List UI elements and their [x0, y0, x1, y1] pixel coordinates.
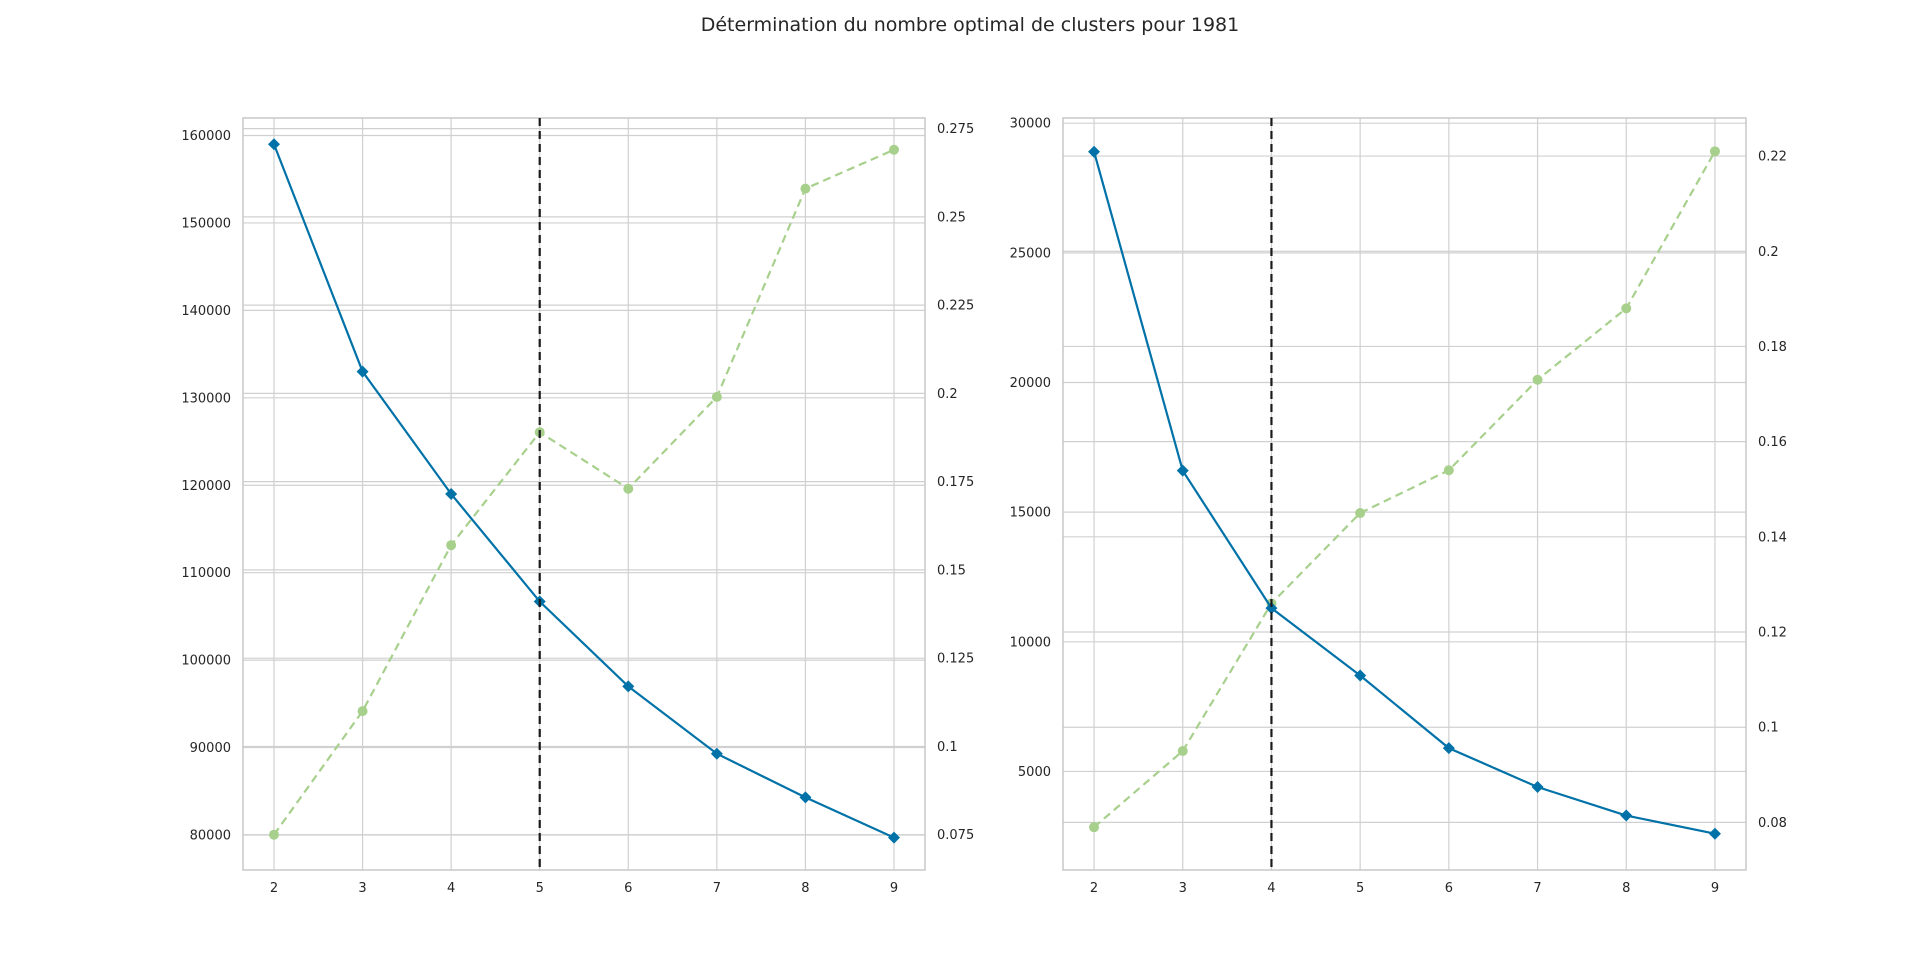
- fit-time-point: [711, 391, 722, 402]
- distortion-point: [799, 791, 812, 804]
- distortion-line: [272, 143, 895, 839]
- plot-frame: [242, 117, 926, 871]
- fit-time-point: [357, 706, 368, 717]
- distortion-point: [445, 488, 458, 500]
- distortion-line: [1092, 151, 1716, 835]
- y2-tick-label: 0.125: [937, 652, 974, 667]
- x-tick-label: 7: [1533, 881, 1541, 896]
- y-tick-label: 150000: [181, 216, 231, 231]
- y-tick-label: 100000: [181, 654, 231, 669]
- y2-tick-label: 0.18: [1758, 340, 1787, 355]
- fit-time-point: [1532, 374, 1543, 385]
- distortion-point: [622, 680, 635, 693]
- x-tick-label: 2: [1090, 881, 1098, 896]
- y2-tick-label: 0.22: [1758, 150, 1787, 165]
- y-tick-label: 20000: [1010, 376, 1051, 391]
- y-tick-label: 160000: [181, 129, 231, 144]
- y2-tick-label: 0.25: [937, 210, 966, 225]
- x-tick-label: 3: [358, 881, 366, 896]
- x-tick-label: 5: [536, 881, 544, 896]
- y-tick-label: 120000: [181, 479, 231, 494]
- y-tick-label: 110000: [181, 566, 231, 581]
- y2-tick-label: 0.16: [1758, 435, 1787, 450]
- fit-time-point: [623, 483, 634, 494]
- x-tick-label: 3: [1179, 881, 1187, 896]
- y2-tick-label: 0.2: [937, 387, 958, 402]
- distortion-point: [268, 138, 280, 151]
- fit-time-point: [800, 183, 811, 194]
- x-tick-label: 4: [1267, 881, 1275, 896]
- y2-tick-label: 0.2: [1758, 245, 1779, 260]
- y-tick-label: 5000: [1018, 765, 1051, 780]
- x-tick-label: 9: [1711, 881, 1719, 896]
- distortion-point: [1442, 742, 1455, 755]
- distortion-point: [1531, 781, 1544, 794]
- distortion-point: [888, 831, 900, 844]
- x-tick-label: 4: [447, 881, 455, 896]
- chart-panel-1: 2 3 4 5 6 7 8 9 80000 90000 100000 110000 120000 1300…: [181, 117, 974, 896]
- x-tick-label: 7: [713, 881, 721, 896]
- fit-time-line: [273, 148, 895, 836]
- y-tick-label: 140000: [181, 304, 231, 319]
- y2-tick-label: 0.15: [937, 563, 966, 578]
- y-tick-label: 90000: [190, 741, 231, 756]
- fit-time-point: [269, 829, 279, 840]
- distortion-point: [1265, 602, 1278, 615]
- plot-frame: [1062, 117, 1747, 871]
- distortion-point: [1176, 464, 1189, 477]
- y-tick-label: 10000: [1010, 635, 1051, 650]
- y2-tick-label: 0.12: [1758, 626, 1787, 641]
- y-tick-label: 25000: [1010, 246, 1051, 261]
- distortion-point: [1354, 669, 1367, 682]
- distortion-point: [710, 747, 723, 760]
- y2-tick-label: 0.175: [937, 475, 974, 490]
- x-tick-label: 6: [1445, 881, 1453, 896]
- y2-tick-label: 0.1: [1758, 721, 1779, 736]
- x-tick-label: 5: [1356, 881, 1364, 896]
- y2-tick-label: 0.08: [1758, 816, 1787, 831]
- y-tick-label: 80000: [190, 829, 231, 844]
- y2-tick-label: 0.275: [937, 122, 974, 137]
- x-tick-label: 8: [1622, 881, 1630, 896]
- fit-time-point: [446, 540, 457, 551]
- distortion-point: [356, 365, 369, 378]
- fit-time-point: [889, 144, 899, 155]
- fit-time-point: [1089, 822, 1100, 833]
- fit-time-line: [1093, 150, 1716, 828]
- distortion-point: [1708, 827, 1721, 840]
- y2-tick-label: 0.1: [937, 740, 958, 755]
- fit-time-point: [1177, 746, 1188, 757]
- y-tick-label: 130000: [181, 391, 231, 406]
- y2-tick-label: 0.225: [937, 299, 974, 314]
- y-tick-label: 30000: [1010, 117, 1051, 132]
- x-tick-label: 9: [890, 881, 898, 896]
- x-tick-label: 2: [270, 881, 278, 896]
- y2-tick-label: 0.075: [937, 828, 974, 843]
- fit-time-point: [1355, 508, 1366, 519]
- y2-tick-label: 0.14: [1758, 530, 1787, 545]
- y-tick-label: 15000: [1010, 506, 1051, 521]
- distortion-point: [1620, 809, 1633, 822]
- x-tick-label: 8: [801, 881, 809, 896]
- fit-time-point: [1709, 146, 1720, 157]
- x-tick-label: 6: [624, 881, 632, 896]
- fit-time-point: [1443, 465, 1454, 476]
- fit-time-point: [1621, 303, 1632, 314]
- chart-panel-2: 2 3 4 5 6 7 8 9 5000 10000 15000 20000 25000 30000 0.0…: [1010, 117, 1787, 896]
- distortion-point: [1088, 145, 1101, 158]
- figure-title: Détermination du nombre optimal de clust…: [700, 14, 1240, 36]
